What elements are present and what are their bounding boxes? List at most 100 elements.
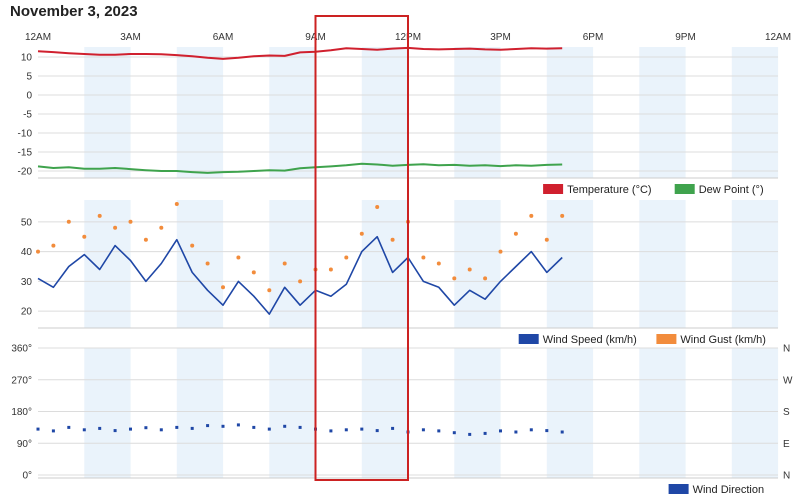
wind-gust-point [359,231,364,236]
wind-direction-point [206,424,210,428]
y-tick-label-compass: W [783,375,793,386]
wind-gust-point [513,231,518,236]
hour-band [639,47,686,178]
legend-label: Temperature (°C) [567,184,651,196]
wind-gust-point [298,279,303,284]
wind-gust-point [467,267,472,272]
hour-band [731,47,779,178]
time-tick-label: 6AM [213,32,234,43]
y-tick-label: 10 [21,53,33,64]
wind-direction-point [283,424,287,428]
wind-direction-point [499,429,502,433]
y-tick-label-compass: E [783,439,790,450]
y-tick-label-degrees: 180° [11,407,32,418]
wind-gust-point [174,202,179,206]
time-tick-label: 6PM [583,32,604,43]
wind-gust-point [436,261,441,266]
hour-band [84,47,131,178]
hour-band [454,348,501,478]
time-tick-label: 3PM [490,32,511,43]
wind-gust-point [51,243,56,248]
wind-direction-point [98,426,102,430]
wind-gust-point [544,237,549,242]
hour-band [361,348,409,478]
wind-gust-point [159,225,164,230]
wind-gust-point [483,276,488,281]
hour-band [361,47,409,178]
wind-direction-point [267,427,271,431]
legend-swatch [668,484,689,494]
wind-gust-point [236,255,241,260]
wind-direction-point [391,426,395,430]
time-tick-label: 12AM [765,32,791,43]
wind-gust-point [390,237,395,242]
y-tick-label-compass: N [783,471,790,482]
hour-band [639,348,686,478]
wind-direction-point [329,429,333,433]
wind-gust-point [205,261,210,266]
legend-label: Wind Gust (km/h) [680,334,766,346]
hour-band [269,47,316,178]
wind-speed-line [37,235,563,315]
hour-band [176,47,224,178]
hour-band [546,200,594,328]
wind-gust-point [529,213,534,218]
wind-gust-point [66,219,71,224]
wind-gust-point [113,225,118,230]
wind-direction-point [175,425,179,429]
legend-swatch [518,334,539,344]
wind-direction-point [421,428,425,432]
wind-gust-point [560,213,565,218]
y-tick-label: 20 [21,307,33,318]
time-tick-label: 3AM [120,32,141,43]
hour-band [176,200,224,328]
wind-direction-point [344,428,348,432]
hour-band [84,200,131,328]
wind-direction-point [252,425,256,429]
y-tick-label: 50 [21,217,33,228]
wind-gust-point [328,267,333,272]
wind-gust-point [97,213,102,218]
hour-band [639,200,686,328]
y-tick-label: -5 [23,110,32,121]
wind-direction-point [560,430,564,434]
time-tick-label: 12AM [25,32,51,43]
hour-band [454,200,501,328]
time-tick-label: 9PM [675,32,696,43]
wind-direction-point [529,428,533,432]
page-title: November 3, 2023 [10,3,138,20]
hour-band [546,348,594,478]
wind-direction-point [36,427,40,431]
hour-band [84,348,131,478]
legend-swatch [543,184,564,194]
y-tick-label-degrees: 90° [17,439,32,450]
y-tick-label: -15 [18,148,33,159]
temperature-line [37,46,563,60]
legend-swatch [656,334,677,344]
wind-direction-point [236,423,240,427]
wind-direction-point [190,426,194,430]
wind-direction-point [437,429,441,433]
wind-direction-point [514,430,518,434]
y-tick-label-degrees: 270° [11,375,32,386]
wind-direction-point [51,429,55,433]
legend-label: Dew Point (°) [699,184,764,196]
y-tick-label: -20 [18,167,33,178]
wind-direction-point [298,425,302,429]
legend-label: Wind Speed (km/h) [543,334,637,346]
wind-gust-point [344,255,349,260]
wind-gust-point [498,249,503,254]
wind-direction-point [82,428,86,432]
wind-direction-point [360,427,364,431]
y-tick-label-degrees: 360° [11,344,32,355]
wind-gust-point [267,288,272,293]
y-tick-label-compass: S [783,407,790,418]
hour-band [731,200,779,328]
wind-gust-point [221,285,225,290]
wind-direction-point [113,429,117,433]
wind-direction-point [375,429,379,433]
wind-gust-point [452,276,457,281]
y-tick-label-degrees: 0° [22,471,32,482]
wind-gust-point [82,234,87,239]
